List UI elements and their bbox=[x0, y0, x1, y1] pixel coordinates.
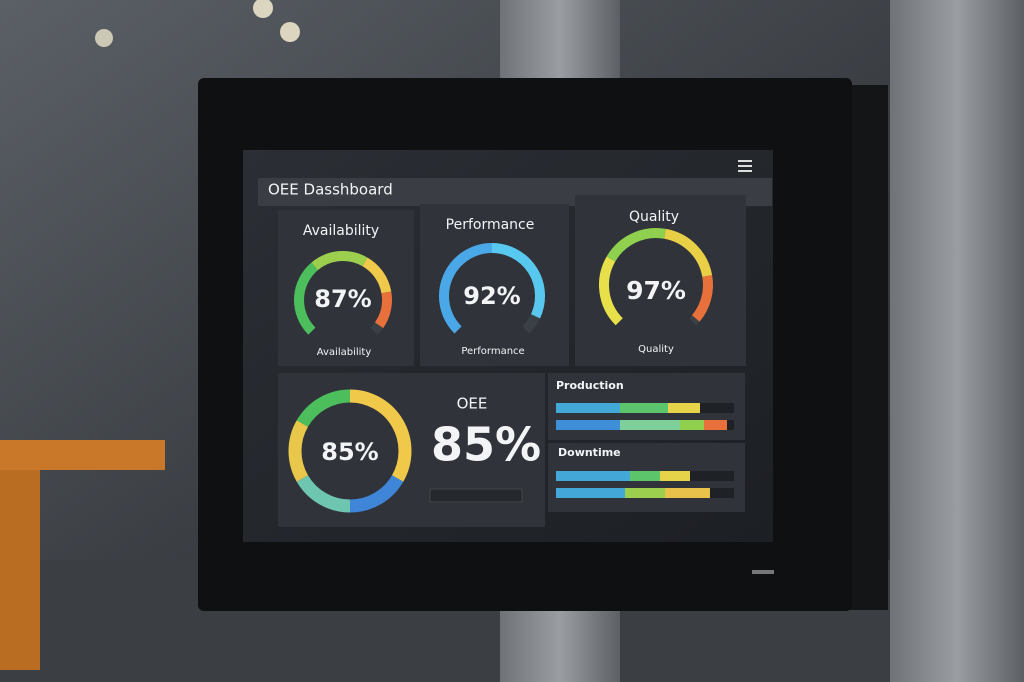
arc bbox=[294, 262, 319, 335]
oee-title: OEE bbox=[457, 395, 488, 413]
arc bbox=[296, 389, 351, 427]
arc bbox=[374, 291, 392, 329]
menu-icon[interactable] bbox=[738, 160, 752, 172]
arc bbox=[691, 275, 713, 322]
bar-segment bbox=[620, 420, 680, 430]
monitor-side bbox=[848, 85, 888, 610]
bar-segment bbox=[556, 403, 620, 413]
bar-segment bbox=[556, 471, 630, 481]
gauge-caption: Quality bbox=[638, 344, 674, 355]
gauge-title: Quality bbox=[629, 209, 679, 225]
header-title: OEE Dasshboard bbox=[268, 181, 393, 199]
bar-segment bbox=[680, 420, 704, 430]
gauge-caption: Performance bbox=[461, 346, 524, 357]
arc bbox=[311, 251, 368, 271]
arc bbox=[439, 243, 493, 334]
bar-segment bbox=[660, 471, 690, 481]
bar-segment bbox=[630, 471, 660, 481]
arc bbox=[606, 228, 666, 262]
downtime-title: Downtime bbox=[558, 446, 621, 459]
arc bbox=[349, 475, 404, 513]
arc bbox=[491, 243, 545, 319]
bar-segment bbox=[665, 488, 710, 498]
pillar bbox=[890, 0, 1024, 682]
arc bbox=[349, 389, 412, 482]
light bbox=[280, 22, 300, 42]
oee-bar bbox=[429, 488, 523, 503]
gauge-value: 87% bbox=[314, 285, 371, 313]
bar-segment bbox=[556, 420, 620, 430]
menu-line bbox=[738, 160, 752, 162]
arc bbox=[296, 475, 351, 513]
bar-segment bbox=[668, 403, 700, 413]
graphics bbox=[288, 228, 734, 513]
gauge-title: Availability bbox=[303, 223, 379, 239]
donut-label: 85% bbox=[321, 438, 378, 466]
menu-line bbox=[738, 165, 752, 167]
machine bbox=[0, 440, 165, 470]
machine bbox=[0, 470, 40, 670]
bar-segment bbox=[704, 420, 727, 430]
arc bbox=[362, 257, 392, 294]
gauge-value: 97% bbox=[626, 276, 686, 305]
gauge-title: Performance bbox=[446, 217, 535, 233]
gauge-value: 92% bbox=[463, 282, 520, 310]
bar-segment bbox=[625, 488, 665, 498]
arc bbox=[288, 420, 309, 482]
arc bbox=[599, 256, 623, 326]
menu-line bbox=[738, 170, 752, 172]
led bbox=[752, 570, 774, 574]
light bbox=[95, 29, 113, 47]
light bbox=[253, 0, 273, 18]
arc bbox=[663, 228, 713, 278]
bar-segment bbox=[620, 403, 668, 413]
gauge-caption: Availability bbox=[317, 347, 372, 358]
oee-value: 85% bbox=[431, 418, 541, 472]
bar-segment bbox=[556, 488, 625, 498]
production-title: Production bbox=[556, 379, 624, 392]
